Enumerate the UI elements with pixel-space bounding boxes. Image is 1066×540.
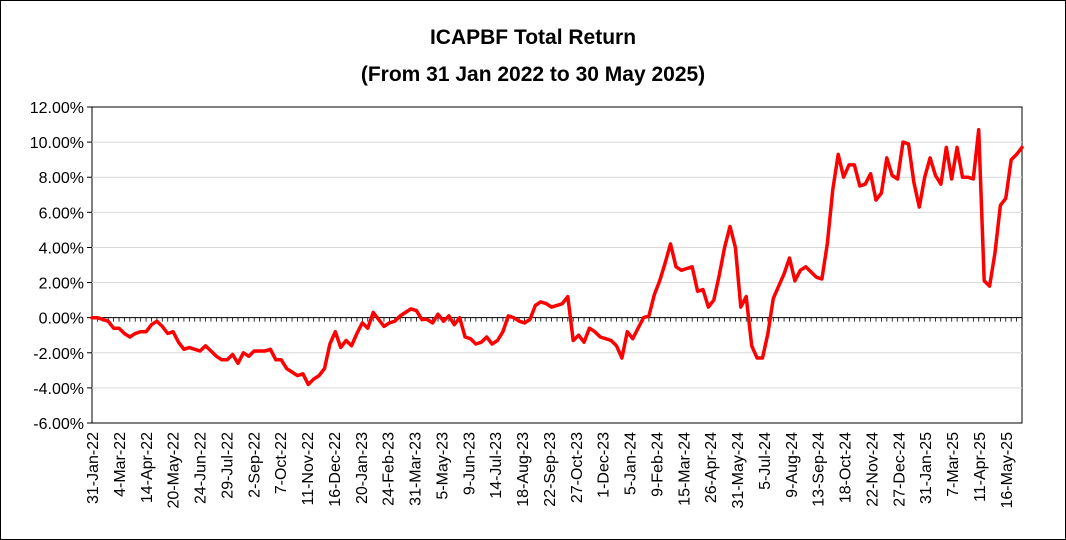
x-tick-label: 14-Apr-22 xyxy=(139,432,156,503)
x-tick-label: 7-Mar-25 xyxy=(945,432,962,497)
y-tick-label: 2.00% xyxy=(39,276,84,293)
chart-subtitle: (From 31 Jan 2022 to 30 May 2025) xyxy=(360,63,706,86)
x-tick-label: 11-Apr-25 xyxy=(972,432,989,502)
x-tick-label: 11-Nov-22 xyxy=(300,432,317,506)
x-tick-label: 27-Oct-23 xyxy=(569,432,586,503)
y-tick-label: 0.00% xyxy=(39,311,84,328)
x-tick-label: 27-Dec-24 xyxy=(891,432,908,507)
y-tick-label: -4.00% xyxy=(33,381,84,398)
x-tick-label: 9-Feb-24 xyxy=(649,432,666,497)
x-tick-label: 31-May-24 xyxy=(730,432,747,509)
x-tick-label: 22-Nov-24 xyxy=(864,432,881,507)
x-tick-label: 22-Sep-23 xyxy=(542,432,559,507)
x-tick-label: 9-Aug-24 xyxy=(784,432,801,498)
x-tick-label: 26-Apr-24 xyxy=(703,432,720,503)
x-tick-label: 31-Jan-25 xyxy=(918,432,935,504)
x-tick-label: 18-Oct-24 xyxy=(838,432,855,503)
y-tick-label: 8.00% xyxy=(39,170,84,187)
y-axis-ticks: 12.00% 10.00% 8.00% 6.00% 4.00% 2.00% 0.00% -2.… xyxy=(30,100,92,433)
x-tick-label: 13-Sep-24 xyxy=(811,432,828,507)
x-tick-label: 24-Feb-23 xyxy=(381,432,398,506)
x-tick-label: 5-May-23 xyxy=(434,432,451,500)
x-tick-label: 15-Mar-24 xyxy=(676,432,693,506)
x-tick-label: 4-Mar-22 xyxy=(112,432,129,497)
chart-title: ICAPBF Total Return xyxy=(429,26,637,49)
series-line xyxy=(90,128,1024,387)
y-tick-label: 12.00% xyxy=(30,100,84,117)
y-tick-label: -6.00% xyxy=(33,416,84,433)
x-tick-label: 16-May-25 xyxy=(999,432,1016,509)
series-group xyxy=(90,128,1024,387)
x-tick-label: 2-Sep-22 xyxy=(246,432,263,498)
y-tick-label: 6.00% xyxy=(39,205,84,222)
y-tick-label: 4.00% xyxy=(39,240,84,257)
plot-area xyxy=(91,106,1023,424)
x-tick-label: 14-Jul-23 xyxy=(488,432,505,499)
x-tick-label: 31-Mar-23 xyxy=(408,432,425,506)
x-tick-label: 1-Dec-23 xyxy=(596,432,613,498)
y-tick-label: 10.00% xyxy=(30,135,84,152)
x-tick-label: 24-Jun-22 xyxy=(193,432,210,504)
x-tick-label: 7-Oct-22 xyxy=(273,432,290,494)
y-tick-label: -2.00% xyxy=(33,346,84,363)
x-tick-label: 5-Jul-24 xyxy=(757,432,774,490)
x-tick-label: 18-Aug-23 xyxy=(515,432,532,507)
x-tick-label: 29-Jul-22 xyxy=(219,432,236,499)
x-tick-label: 9-Jun-23 xyxy=(461,432,478,495)
x-tick-label: 20-May-22 xyxy=(166,432,183,509)
x-tick-label: 20-Jan-23 xyxy=(354,432,371,504)
x-tick-label: 16-Dec-22 xyxy=(327,432,344,507)
x-tick-label: 5-Jan-24 xyxy=(623,432,640,495)
zero-axis xyxy=(91,317,1023,322)
gridlines xyxy=(92,141,1022,389)
x-tick-label: 31-Jan-22 xyxy=(85,432,102,504)
x-axis-ticks: 31-Jan-22 4-Mar-22 14-Apr-22 20-May-22 24-Ju… xyxy=(85,432,1016,509)
